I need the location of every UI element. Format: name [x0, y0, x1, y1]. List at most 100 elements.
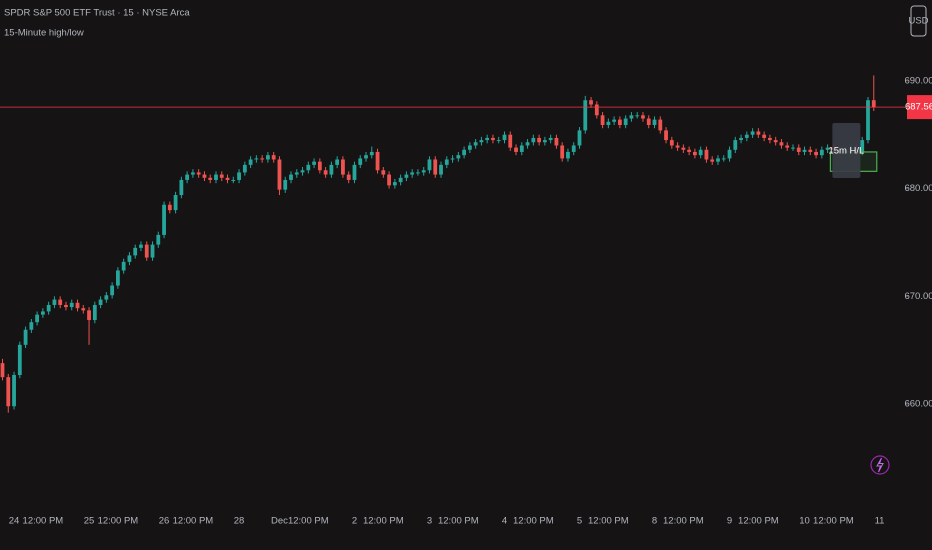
candle-body: [612, 119, 617, 122]
x-tick-label: 12:00 PM: [588, 516, 629, 527]
candle-body: [196, 172, 201, 175]
currency-label[interactable]: USD: [908, 16, 928, 27]
candle-body: [491, 137, 495, 141]
indicator-name: 15-Minute high/low: [4, 28, 84, 39]
icon-bolt[interactable]: [876, 457, 884, 473]
candle-body: [225, 177, 230, 180]
candle-body: [675, 145, 680, 148]
candle-body: [398, 177, 403, 183]
candle-body: [364, 155, 368, 159]
candle-body: [17, 344, 22, 375]
candle-body: [329, 164, 334, 175]
y-tick-label: 690.00: [904, 75, 932, 86]
candle-body: [560, 145, 565, 159]
last-price-label: 687.56: [905, 102, 932, 113]
candle-body: [652, 119, 657, 125]
candle-body: [467, 145, 472, 150]
currency-button[interactable]: [910, 5, 927, 37]
x-tick-label: 12:00 PM: [738, 516, 779, 527]
x-tick-label: Dec: [271, 516, 288, 527]
candle-body: [796, 147, 801, 152]
candle-body: [69, 302, 74, 308]
candle-body: [433, 159, 438, 175]
candle-body: [271, 155, 276, 160]
candle-body: [548, 137, 553, 141]
hl-label-box: [832, 123, 861, 178]
candle-body: [294, 172, 299, 175]
candle-body: [485, 137, 490, 141]
candle-body: [554, 137, 559, 146]
candle-body: [635, 115, 640, 117]
x-tick-label: 12:00 PM: [98, 516, 139, 527]
candle-body: [191, 172, 195, 175]
x-tick-label: 5: [577, 516, 582, 527]
candle-body: [219, 174, 224, 178]
candle-body: [473, 142, 478, 146]
candle-body: [733, 140, 738, 150]
candle-body: [664, 130, 668, 141]
y-tick-label: 670.00: [904, 291, 932, 302]
x-tick-label: 4: [502, 516, 507, 527]
candle-body: [208, 177, 213, 180]
candle-body: [687, 149, 692, 152]
candle-body: [542, 140, 547, 143]
candle-body: [139, 244, 143, 248]
candle-body: [6, 377, 11, 407]
candle-body: [162, 204, 166, 235]
candle-body: [768, 137, 772, 141]
candle-body: [629, 115, 634, 119]
candle-body: [346, 174, 351, 180]
candle-body: [427, 159, 432, 171]
candle-body: [537, 137, 542, 143]
candle-body: [58, 299, 63, 305]
x-tick-label: 3: [427, 516, 432, 527]
candle-body: [508, 134, 513, 148]
candle-body: [566, 151, 570, 159]
candle-body: [12, 375, 16, 407]
candle-body: [791, 147, 795, 149]
y-tick-label: 660.00: [904, 399, 932, 410]
candle-body: [819, 149, 824, 156]
x-tick-label: 11: [875, 516, 885, 527]
candle-body: [866, 100, 870, 141]
candle-body: [571, 145, 576, 152]
candle-body: [623, 118, 628, 125]
candle-body: [40, 311, 45, 315]
candle-body: [387, 174, 391, 186]
candle-body: [716, 158, 720, 162]
candle-body: [254, 158, 259, 160]
last-price-box: [907, 95, 932, 120]
candle-body: [698, 149, 703, 156]
candle-body: [721, 158, 726, 160]
candle-body: [808, 149, 813, 152]
candle-body: [121, 261, 126, 271]
candle-body: [0, 363, 5, 378]
x-tick-label: 8: [652, 516, 657, 527]
candle-body: [35, 314, 40, 323]
candle-body: [681, 147, 686, 150]
candle-body: [693, 151, 697, 156]
candle-body: [110, 285, 115, 296]
candle-body: [669, 140, 674, 146]
candle-body: [421, 170, 426, 173]
candle-body: [266, 155, 270, 160]
candle-body: [231, 179, 236, 181]
candle-body: [762, 134, 767, 138]
candle-body: [352, 164, 357, 180]
candle-body: [283, 179, 288, 190]
candle-body: [127, 255, 132, 262]
x-tick-label: 10: [799, 516, 810, 527]
lightning-icon[interactable]: [870, 455, 890, 475]
candle-body: [156, 234, 161, 245]
icon-circle[interactable]: [870, 455, 890, 475]
candle-body: [617, 119, 622, 125]
candle-body: [744, 134, 749, 138]
candle-body: [410, 172, 415, 175]
candle-body: [439, 164, 443, 175]
candle-body: [179, 179, 184, 196]
candle-body: [185, 174, 190, 180]
candle-body: [116, 270, 120, 286]
candle-body: [750, 131, 755, 135]
candle-body: [756, 131, 761, 135]
